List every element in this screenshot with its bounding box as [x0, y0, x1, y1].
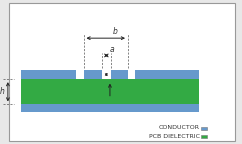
Text: a: a — [110, 45, 115, 54]
Bar — [111, 70, 128, 79]
FancyBboxPatch shape — [9, 3, 235, 141]
Bar — [83, 70, 102, 79]
Text: b: b — [113, 27, 118, 36]
Bar — [135, 70, 199, 79]
Bar — [21, 104, 199, 112]
Bar — [21, 70, 76, 79]
Text: h: h — [0, 87, 5, 96]
Bar — [21, 79, 199, 104]
Text: PCB DIELECTRIC: PCB DIELECTRIC — [149, 134, 200, 139]
Bar — [201, 127, 207, 130]
Text: CONDUCTOR: CONDUCTOR — [159, 125, 200, 130]
Bar — [201, 135, 207, 138]
